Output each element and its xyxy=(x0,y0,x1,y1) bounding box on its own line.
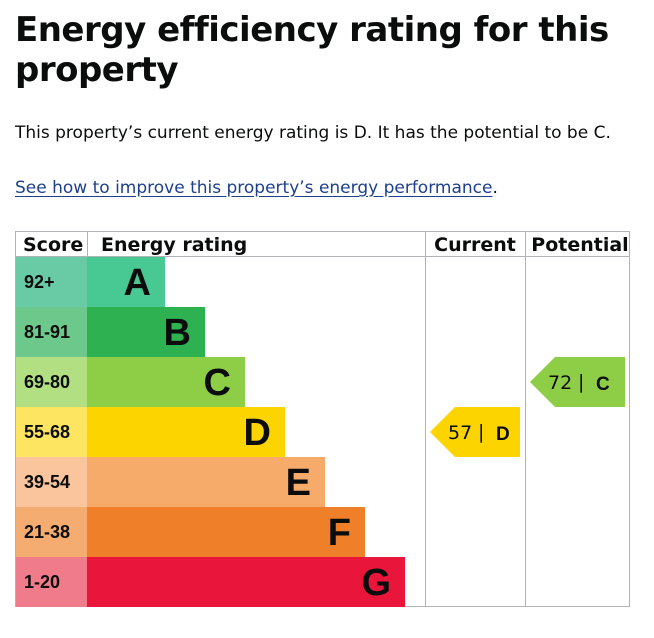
band-letter-b: B xyxy=(164,312,191,354)
band-row-e: 39-54 E xyxy=(16,457,325,507)
band-letter-a: A xyxy=(124,262,151,304)
header-energy-rating: Energy rating xyxy=(101,234,247,256)
band-letter-c: C xyxy=(204,362,231,404)
potential-rating-arrow-shape xyxy=(530,357,625,407)
band-row-d: 55-68 D xyxy=(16,407,285,457)
band-score-b: 81-91 xyxy=(24,322,70,342)
improve-link[interactable]: See how to improve this property’s energ… xyxy=(15,178,493,198)
band-score-cell-d xyxy=(16,407,87,457)
band-bar-d xyxy=(87,407,285,457)
band-row-b: 81-91 B xyxy=(16,307,205,357)
band-score-e: 39-54 xyxy=(24,472,70,492)
band-score-cell-c xyxy=(16,357,87,407)
band-score-cell-b xyxy=(16,307,87,357)
band-bar-e xyxy=(87,457,325,507)
rating-arrows: 57 | D 72 | C xyxy=(430,357,625,457)
band-bar-a xyxy=(87,257,165,307)
band-score-a: 92+ xyxy=(24,272,55,292)
band-score-d: 55-68 xyxy=(24,422,70,442)
band-letter-f: F xyxy=(328,512,351,554)
band-score-cell-f xyxy=(16,507,87,557)
band-letter-d: D xyxy=(244,412,271,454)
band-bar-c xyxy=(87,357,245,407)
header-current: Current xyxy=(434,234,516,256)
rating-summary: This property’s current energy rating is… xyxy=(15,123,611,143)
band-bar-f xyxy=(87,507,365,557)
improve-paragraph: See how to improve this property’s energ… xyxy=(15,175,498,201)
band-score-cell-a xyxy=(16,257,87,307)
header-score: Score xyxy=(23,234,83,256)
current-rating-arrow-shape xyxy=(430,407,520,457)
band-row-g: 1-20 G xyxy=(16,557,405,607)
potential-rating-arrow-letter: C xyxy=(596,374,610,395)
band-bar-g xyxy=(87,557,405,607)
band-row-f: 21-38 F xyxy=(16,507,365,557)
band-letter-e: E xyxy=(286,462,311,504)
band-score-f: 21-38 xyxy=(24,522,70,542)
band-letter-g: G xyxy=(361,562,391,604)
band-score-g: 1-20 xyxy=(24,572,60,592)
current-rating-arrow-score: 57 xyxy=(448,422,472,444)
current-rating-arrow-separator: | xyxy=(478,421,484,443)
rating-bands: 92+ A 81-91 B 69-80 C 55-68 D 39-54 E 21-38 F 1-20 G xyxy=(16,257,405,607)
current-rating-arrow: 57 | D xyxy=(430,407,520,457)
header-potential: Potential xyxy=(531,234,628,256)
potential-rating-arrow-separator: | xyxy=(578,371,584,393)
band-row-a: 92+ A xyxy=(16,257,165,307)
band-score-c: 69-80 xyxy=(24,372,70,392)
band-row-c: 69-80 C xyxy=(16,357,245,407)
improve-link-period: . xyxy=(492,178,498,198)
potential-rating-arrow-score: 72 xyxy=(548,372,572,394)
page-title: Energy efficiency rating for this proper… xyxy=(15,10,609,90)
band-bar-b xyxy=(87,307,205,357)
potential-rating-arrow: 72 | C xyxy=(530,357,625,407)
current-rating-arrow-letter: D xyxy=(496,424,510,445)
band-score-cell-g xyxy=(16,557,87,607)
band-score-cell-e xyxy=(16,457,87,507)
